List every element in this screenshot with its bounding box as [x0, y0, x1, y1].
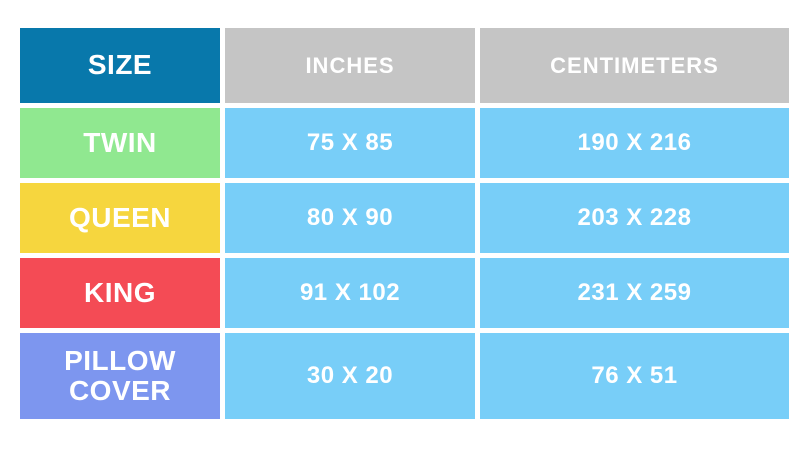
pillow-cover-inches-value: 30 X 20 [225, 333, 475, 419]
queen-inches-value: 80 X 90 [225, 183, 475, 253]
queen-centimeters-value: 203 X 228 [480, 183, 789, 253]
size-conversion-table: SIZE INCHES CENTIMETERS TWIN 75 X 85 190… [20, 28, 789, 419]
pillow-cover-centimeters-value: 76 X 51 [480, 333, 789, 419]
row-label-pillow-cover: PILLOW COVER [20, 333, 220, 419]
column-header-inches: INCHES [225, 28, 475, 103]
row-label-king: KING [20, 258, 220, 328]
twin-centimeters-value: 190 X 216 [480, 108, 789, 178]
column-header-size: SIZE [20, 28, 220, 103]
twin-inches-value: 75 X 85 [225, 108, 475, 178]
row-label-queen: QUEEN [20, 183, 220, 253]
row-label-twin: TWIN [20, 108, 220, 178]
king-centimeters-value: 231 X 259 [480, 258, 789, 328]
king-inches-value: 91 X 102 [225, 258, 475, 328]
column-header-centimeters: CENTIMETERS [480, 28, 789, 103]
